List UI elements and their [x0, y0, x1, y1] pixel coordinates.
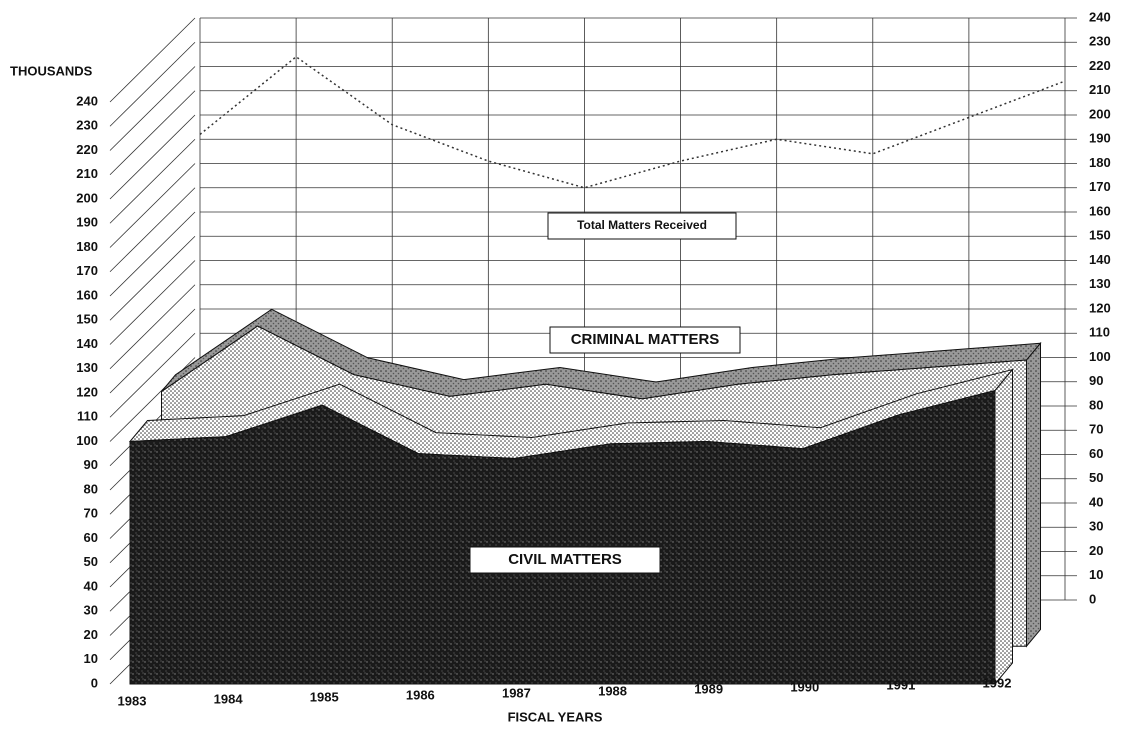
y2-tick-label: 50	[1089, 470, 1103, 485]
y2-tick-label: 0	[1089, 591, 1096, 606]
grid-line	[109, 41, 196, 127]
y-tick-label: 120	[76, 384, 98, 399]
y2-tick-label: 220	[1089, 58, 1111, 73]
series-label: CRIMINAL MATTERS	[549, 326, 741, 354]
y-tick-label: 220	[76, 142, 98, 157]
y-tick-label: 180	[76, 239, 98, 254]
y2-tick-label: 150	[1089, 228, 1111, 243]
y-tick-label: 230	[76, 118, 98, 133]
grid-line	[109, 284, 196, 370]
x-tick-label: 1989	[694, 681, 723, 696]
grid-line	[109, 187, 196, 273]
label-box	[549, 326, 741, 354]
x-tick-label: 1992	[983, 675, 1012, 690]
label-box	[469, 546, 661, 574]
grid-line	[109, 332, 196, 418]
y2-tick-label: 210	[1089, 82, 1111, 97]
y-tick-label: 60	[84, 530, 98, 545]
y-tick-label: 70	[84, 506, 98, 521]
y2-tick-label: 160	[1089, 203, 1111, 218]
y2-tick-label: 170	[1089, 179, 1111, 194]
y2-tick-label: 90	[1089, 373, 1103, 388]
grid-line	[109, 17, 196, 103]
grid-line	[109, 138, 196, 224]
y2-tick-label: 190	[1089, 131, 1111, 146]
y-tick-label: 200	[76, 190, 98, 205]
line	[199, 55, 1066, 189]
series-label: Total Matters Received	[547, 212, 737, 240]
y2-tick-label: 140	[1089, 252, 1111, 267]
x-tick-label: 1988	[598, 683, 627, 698]
series-name: CRIMINAL MATTERS	[571, 331, 720, 348]
y2-tick-label: 60	[1089, 446, 1103, 461]
grid-line	[109, 66, 196, 151]
y-tick-label: 80	[84, 481, 98, 496]
area-side	[994, 368, 1013, 686]
x-tick-label: 1990	[790, 679, 819, 694]
y-tick-label: 90	[84, 457, 98, 472]
grid-line	[109, 260, 196, 345]
y-tick-label: 140	[76, 336, 98, 351]
grid-line	[109, 211, 196, 297]
area	[129, 389, 996, 685]
x-tick-label: 1984	[214, 691, 244, 706]
y2-tick-label: 110	[1089, 325, 1110, 340]
y-tick-label: 20	[84, 627, 98, 642]
y-tick-label: 100	[76, 433, 98, 448]
y-tick-label: 150	[76, 312, 98, 327]
y2-tick-label: 230	[1089, 34, 1111, 49]
x-tick-label: 1986	[406, 687, 435, 702]
y-tick-label: 240	[76, 93, 98, 108]
y2-tick-label: 130	[1089, 276, 1111, 291]
grid-line	[109, 235, 196, 321]
y-tick-label: 40	[84, 578, 98, 593]
y2-tick-label: 70	[1089, 422, 1103, 437]
y2-tick-label: 100	[1089, 349, 1111, 364]
x-tick-label: 1983	[118, 693, 147, 708]
grid-line	[109, 114, 196, 200]
series-label: CIVIL MATTERS	[469, 546, 661, 574]
y-tick-label: 50	[84, 554, 98, 569]
y-tick-label: 130	[76, 360, 98, 375]
y-tick-label: 170	[76, 263, 98, 278]
area-side	[1026, 341, 1041, 648]
y2-tick-label: 80	[1089, 397, 1103, 412]
y2-tick-label: 200	[1089, 106, 1111, 121]
y-tick-label: 190	[76, 215, 98, 230]
y-tick-label: 160	[76, 287, 98, 302]
y2-tick-label: 20	[1089, 543, 1103, 558]
y-tick-label: 110	[77, 409, 98, 424]
x-tick-label: 1985	[310, 689, 339, 704]
y2-tick-label: 180	[1089, 155, 1111, 170]
y2-tick-label: 120	[1089, 300, 1111, 315]
y2-tick-label: 240	[1089, 9, 1111, 24]
label-box	[547, 212, 737, 240]
y-tick-label: 30	[84, 603, 98, 618]
y2-tick-label: 40	[1089, 494, 1103, 509]
y-tick-label: 10	[84, 651, 98, 666]
y2-tick-label: 10	[1089, 567, 1103, 582]
series-name: CIVIL MATTERS	[508, 551, 622, 568]
x-tick-label: 1991	[886, 677, 915, 692]
grid-line	[109, 90, 196, 176]
y-tick-label: 210	[76, 166, 98, 181]
y-tick-label: 0	[91, 675, 98, 690]
grid-line	[109, 308, 196, 394]
x-axis-label: FISCAL YEARS	[508, 709, 603, 724]
x-tick-label: 1987	[502, 685, 531, 700]
series-name: Total Matters Received	[577, 218, 707, 232]
grid-line	[109, 163, 196, 248]
y-axis-label: THOUSANDS	[10, 63, 93, 78]
y2-tick-label: 30	[1089, 519, 1103, 534]
